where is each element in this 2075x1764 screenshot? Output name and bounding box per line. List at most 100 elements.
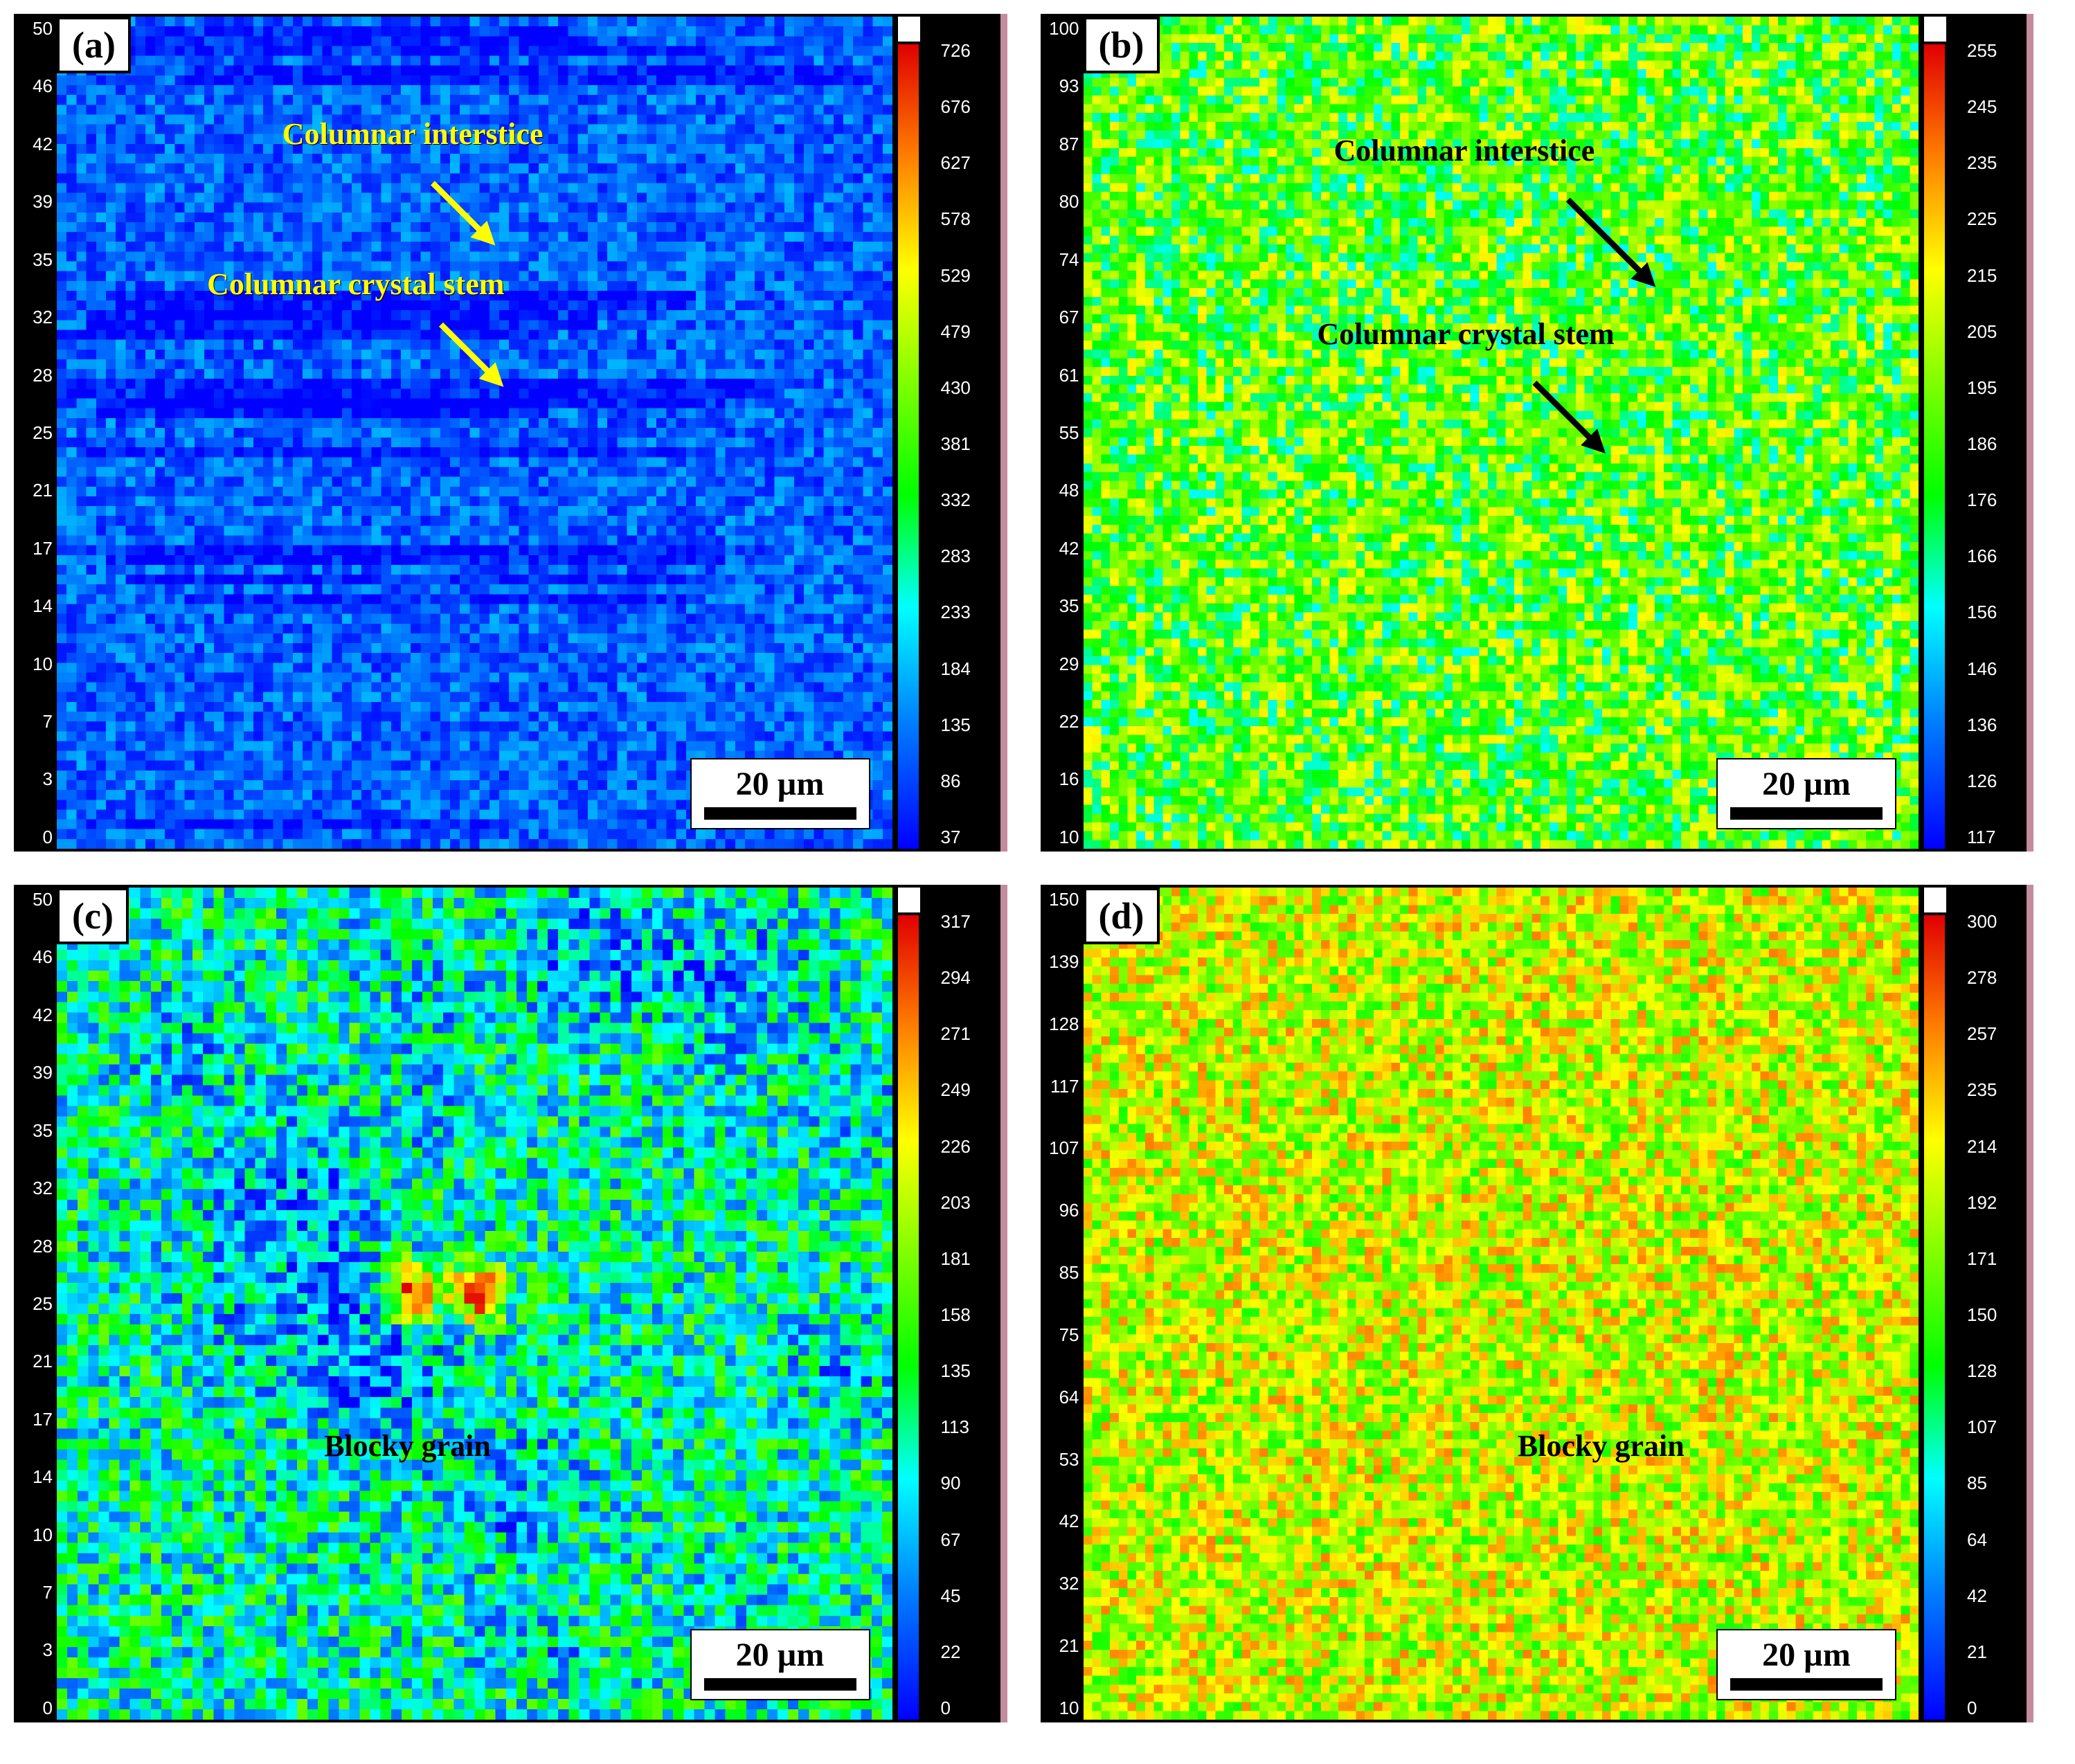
colorbar-tick: 235 bbox=[1967, 154, 2024, 172]
panel-a-yaxis: 037101417212528323539424650 bbox=[14, 14, 57, 852]
panel-d-heatmap bbox=[1084, 888, 1919, 1720]
y-tick: 16 bbox=[1059, 770, 1079, 788]
y-tick: 55 bbox=[1059, 424, 1079, 442]
y-tick: 39 bbox=[33, 1063, 53, 1081]
panel-a-annot-interstice: Columnar interstice bbox=[282, 116, 544, 152]
panel-b: 1016222935424855616774808793100 (b) Colu… bbox=[1041, 14, 2034, 852]
y-tick: 22 bbox=[1059, 712, 1079, 730]
colorbar-tick: 37 bbox=[941, 828, 998, 846]
panel-c-colorbar bbox=[892, 888, 941, 1720]
y-tick: 93 bbox=[1059, 77, 1079, 95]
y-tick: 7 bbox=[43, 1583, 53, 1601]
y-tick: 25 bbox=[33, 1295, 53, 1313]
y-tick: 17 bbox=[33, 539, 53, 557]
colorbar-tick: 21 bbox=[1967, 1643, 2024, 1661]
colorbar-tick: 529 bbox=[941, 267, 998, 285]
colorbar-tick: 294 bbox=[941, 969, 998, 987]
y-tick: 21 bbox=[33, 481, 53, 499]
colorbar-tick: 85 bbox=[1967, 1474, 2024, 1492]
y-tick: 48 bbox=[1059, 481, 1079, 499]
panel-b-annot-interstice: Columnar interstice bbox=[1333, 133, 1595, 168]
colorbar-tick: 64 bbox=[1967, 1531, 2024, 1549]
panel-a-scalebar: 20 µm bbox=[690, 758, 870, 829]
colorbar-tick: 181 bbox=[941, 1250, 998, 1268]
y-tick: 28 bbox=[33, 366, 53, 384]
y-tick: 74 bbox=[1059, 251, 1079, 269]
colorbar-tick: 67 bbox=[941, 1531, 998, 1549]
y-tick: 21 bbox=[1059, 1637, 1079, 1655]
y-tick: 10 bbox=[33, 1526, 53, 1544]
panel-b-scalebar-text: 20 µm bbox=[1730, 765, 1883, 803]
colorbar-tick: 195 bbox=[1967, 379, 2024, 397]
panel-a-colorbar-overflow bbox=[898, 17, 920, 42]
colorbar-tick: 215 bbox=[1967, 267, 2024, 285]
colorbar-tick: 135 bbox=[941, 1362, 998, 1380]
y-tick: 64 bbox=[1059, 1388, 1079, 1406]
y-tick: 53 bbox=[1059, 1450, 1079, 1468]
colorbar-tick: 578 bbox=[941, 210, 998, 228]
panel-c-right-edge bbox=[1000, 885, 1007, 1722]
colorbar-tick: 627 bbox=[941, 154, 998, 172]
panel-b-colorbar bbox=[1919, 17, 1967, 849]
y-tick: 42 bbox=[1059, 1512, 1079, 1530]
colorbar-tick: 245 bbox=[1967, 98, 2024, 116]
colorbar-tick: 225 bbox=[1967, 210, 2024, 228]
panel-d-map-wrap: (d) Blocky grain 20 µm bbox=[1084, 888, 1919, 1720]
colorbar-tick: 146 bbox=[1967, 660, 2024, 678]
colorbar-tick: 113 bbox=[941, 1418, 998, 1436]
panel-c-colorbar-overflow bbox=[898, 888, 920, 912]
y-tick: 39 bbox=[33, 192, 53, 210]
panel-d-annot-blocky: Blocky grain bbox=[1518, 1428, 1685, 1464]
panel-d-colorbar-ticks: 300278257235214192171150128107856442210 bbox=[1967, 885, 2027, 1722]
colorbar-tick: 0 bbox=[941, 1699, 998, 1717]
colorbar-tick: 317 bbox=[941, 912, 998, 930]
colorbar-tick: 158 bbox=[941, 1306, 998, 1324]
panel-c-scalebar-text: 20 µm bbox=[704, 1636, 856, 1674]
colorbar-tick: 135 bbox=[941, 716, 998, 734]
y-tick: 42 bbox=[33, 135, 53, 153]
panel-c-label: (c) bbox=[57, 888, 129, 944]
panel-d-label: (d) bbox=[1084, 888, 1160, 944]
colorbar-tick: 226 bbox=[941, 1137, 998, 1155]
panel-d-scalebar: 20 µm bbox=[1716, 1629, 1896, 1700]
panel-b-scalebar: 20 µm bbox=[1716, 758, 1896, 829]
colorbar-tick: 676 bbox=[941, 98, 998, 116]
panel-c: 037101417212528323539424650 (c) Blocky g… bbox=[14, 885, 1007, 1722]
colorbar-tick: 249 bbox=[941, 1081, 998, 1099]
panel-a: 037101417212528323539424650 (a) Columnar… bbox=[14, 14, 1007, 852]
colorbar-tick: 726 bbox=[941, 42, 998, 60]
y-tick: 21 bbox=[33, 1352, 53, 1370]
panel-d-scalebar-bar bbox=[1730, 1678, 1883, 1691]
figure-grid: 037101417212528323539424650 (a) Columnar… bbox=[0, 0, 2047, 1736]
colorbar-tick: 107 bbox=[1967, 1418, 2024, 1436]
y-tick: 85 bbox=[1059, 1263, 1079, 1281]
y-tick: 32 bbox=[1059, 1574, 1079, 1592]
colorbar-tick: 126 bbox=[1967, 772, 2024, 790]
panel-c-heatmap bbox=[57, 888, 892, 1720]
panel-a-colorbar bbox=[892, 17, 941, 849]
colorbar-tick: 166 bbox=[1967, 547, 2024, 565]
y-tick: 0 bbox=[43, 1699, 53, 1717]
y-tick: 42 bbox=[1059, 539, 1079, 557]
panel-c-scalebar-bar bbox=[704, 1678, 856, 1691]
colorbar-tick: 150 bbox=[1967, 1306, 2024, 1324]
colorbar-tick: 283 bbox=[941, 547, 998, 565]
colorbar-tick: 271 bbox=[941, 1025, 998, 1043]
colorbar-tick: 332 bbox=[941, 491, 998, 509]
colorbar-tick: 186 bbox=[1967, 435, 2024, 453]
y-tick: 7 bbox=[43, 712, 53, 730]
colorbar-tick: 192 bbox=[1967, 1194, 2024, 1212]
colorbar-tick: 214 bbox=[1967, 1137, 2024, 1155]
y-tick: 50 bbox=[33, 19, 53, 37]
colorbar-tick: 430 bbox=[941, 379, 998, 397]
y-tick: 42 bbox=[33, 1006, 53, 1024]
y-tick: 10 bbox=[33, 655, 53, 673]
y-tick: 46 bbox=[33, 948, 53, 966]
y-tick: 150 bbox=[1049, 890, 1079, 908]
panel-a-colorbar-ticks: 7266766275785294794303813322832331841358… bbox=[941, 14, 1000, 852]
colorbar-tick: 176 bbox=[1967, 491, 2024, 509]
colorbar-tick: 128 bbox=[1967, 1362, 2024, 1380]
panel-b-map-wrap: (b) Columnar interstice Columnar crystal… bbox=[1084, 17, 1919, 849]
y-tick: 10 bbox=[1059, 828, 1079, 846]
panel-b-scalebar-bar bbox=[1730, 807, 1883, 820]
